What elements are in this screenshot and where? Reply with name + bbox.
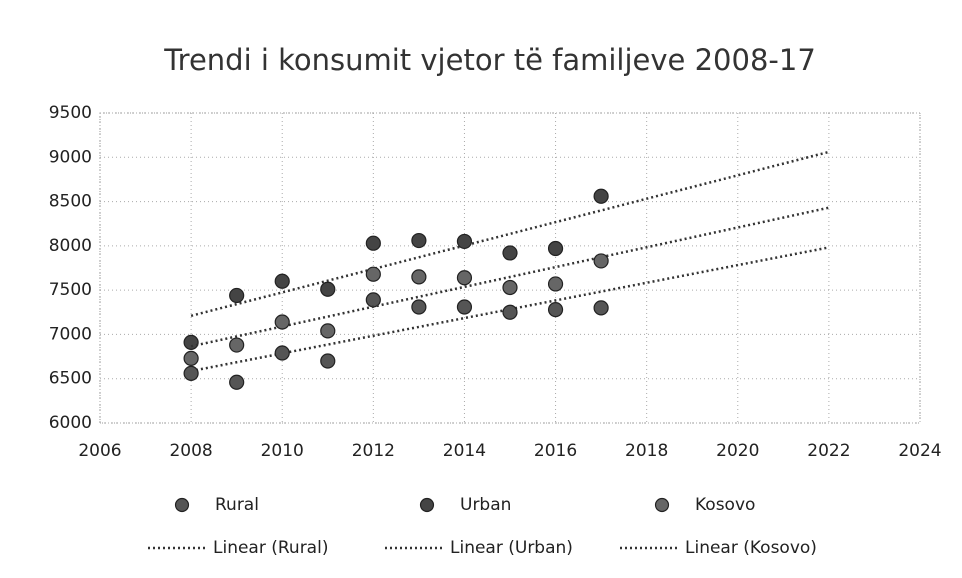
y-tick-label: 6500	[49, 369, 92, 389]
trendline	[190, 206, 830, 348]
legend-label: Linear (Rural)	[213, 538, 328, 558]
point	[411, 232, 427, 249]
point	[183, 334, 199, 350]
x-tick-label: 2024	[898, 441, 941, 461]
chart-title: Trendi i konsumit vjetor të familjeve 20…	[163, 43, 816, 77]
point	[274, 314, 290, 330]
point	[456, 270, 473, 286]
plot-area	[99, 112, 921, 424]
legend-label: Kosovo	[695, 495, 755, 515]
x-tick-label: 2008	[169, 441, 212, 461]
point	[502, 279, 518, 296]
x-tick-label: 2010	[261, 441, 304, 461]
legend-label: Urban	[460, 495, 511, 515]
point	[229, 337, 245, 353]
point	[593, 300, 609, 316]
trendline	[190, 246, 830, 373]
point	[411, 299, 427, 315]
point	[320, 281, 336, 297]
point	[365, 235, 381, 251]
point	[365, 266, 381, 282]
legend-label: Rural	[215, 495, 259, 515]
legend-marker	[419, 497, 435, 513]
y-tick-label: 8500	[49, 192, 92, 212]
x-tick-label: 2012	[352, 441, 395, 461]
y-tick-label: 7500	[49, 280, 92, 300]
legend-label: Linear (Urban)	[450, 538, 573, 558]
point	[502, 245, 518, 261]
y-tick-label: 7000	[49, 324, 92, 344]
point	[183, 365, 199, 381]
legend-marker	[654, 497, 670, 513]
point	[456, 299, 473, 315]
x-tick-label: 2018	[625, 441, 668, 461]
x-tick-label: 2006	[78, 441, 121, 461]
point	[320, 353, 336, 369]
point	[229, 287, 245, 304]
point	[274, 345, 290, 361]
point	[411, 269, 427, 285]
y-tick-label: 9000	[49, 147, 92, 167]
point	[547, 240, 564, 257]
point	[547, 302, 564, 318]
y-tick-label: 8000	[49, 236, 92, 256]
x-tick-label: 2016	[534, 441, 577, 461]
point	[547, 276, 564, 292]
legend-label: Linear (Kosovo)	[685, 538, 817, 558]
x-tick-label: 2022	[807, 441, 850, 461]
point	[274, 273, 290, 289]
y-tick-label: 9500	[49, 103, 92, 123]
point	[593, 188, 609, 204]
point	[320, 323, 336, 339]
y-tick-label: 6000	[49, 413, 92, 433]
point	[456, 233, 473, 250]
point	[183, 350, 199, 366]
x-tick-label: 2014	[443, 441, 486, 461]
point	[502, 304, 518, 320]
legend-marker	[174, 497, 190, 513]
point	[229, 374, 245, 390]
x-tick-label: 2020	[716, 441, 759, 461]
point	[593, 253, 609, 269]
